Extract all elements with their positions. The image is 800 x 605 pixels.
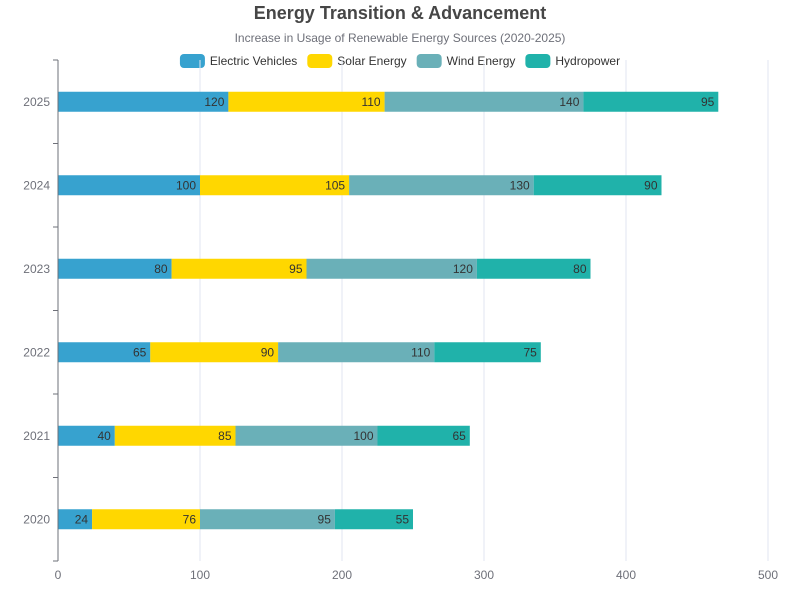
legend-item[interactable]: Hydropower	[525, 54, 620, 68]
y-tick-label: 2024	[23, 178, 50, 192]
bar-value-label: 105	[325, 178, 345, 192]
legend-item[interactable]: Wind Energy	[416, 54, 516, 68]
bar-segment	[58, 342, 151, 363]
legend-swatch	[307, 54, 333, 68]
bar-value-label: 80	[154, 262, 168, 276]
y-tick-label: 2021	[23, 429, 50, 443]
bar-value-label: 65	[133, 345, 147, 359]
bar-segment	[384, 91, 584, 112]
bar-value-label: 95	[289, 262, 303, 276]
x-tick-label: 200	[332, 568, 352, 582]
bar-value-label: 40	[97, 429, 111, 443]
chart-title: Energy Transition & Advancement	[254, 3, 546, 23]
bar-value-label: 140	[559, 95, 579, 109]
grid-lines	[199, 60, 769, 561]
legend-label: Solar Energy	[337, 54, 406, 68]
bar-segment	[114, 425, 236, 446]
bar-segment	[583, 91, 719, 112]
legend-swatch	[416, 54, 442, 68]
bar-segment	[306, 258, 477, 279]
x-tick-label: 100	[190, 568, 210, 582]
bar-value-label: 90	[261, 345, 275, 359]
legend-swatch	[525, 54, 551, 68]
bar-value-label: 100	[353, 429, 373, 443]
bar-value-label: 85	[218, 429, 232, 443]
bar-segment	[228, 91, 385, 112]
y-tick-label: 2023	[23, 262, 50, 276]
legend-label: Electric Vehicles	[210, 54, 297, 68]
bar-value-label: 76	[183, 512, 197, 526]
x-tick-label: 0	[55, 568, 62, 582]
legend: Electric Vehicles Solar Energy Wind Energy…	[179, 54, 620, 68]
bar-segment	[150, 342, 279, 363]
legend-item[interactable]: Electric Vehicles	[179, 54, 297, 68]
bar-segment	[200, 175, 350, 196]
bar-value-label: 24	[75, 512, 89, 526]
bar-segment	[349, 175, 534, 196]
bar-segment	[58, 509, 93, 530]
bar-segment	[278, 342, 435, 363]
bar-segment	[434, 342, 541, 363]
bar-value-label: 55	[396, 512, 410, 526]
legend-label: Hydropower	[555, 54, 620, 68]
y-tick-label: 2025	[23, 95, 50, 109]
bar-segment	[533, 175, 662, 196]
bar-value-label: 120	[453, 262, 473, 276]
x-tick-label: 400	[616, 568, 636, 582]
axes: 0 100 200 300 400 500 2020 2021 2022 2023 2024 2025	[23, 59, 778, 582]
bar-segment	[58, 91, 229, 112]
bar-segment	[58, 425, 115, 446]
bar-value-label: 65	[452, 429, 466, 443]
bar-value-label: 95	[701, 95, 715, 109]
bar-value-label: 100	[176, 178, 196, 192]
bar-segment	[235, 425, 378, 446]
x-tick-label: 300	[474, 568, 494, 582]
bar-value-label: 95	[318, 512, 332, 526]
bar-segment	[200, 509, 335, 530]
legend-item[interactable]: Solar Energy	[307, 54, 407, 68]
bar-segment	[377, 425, 470, 446]
x-tick-label: 500	[758, 568, 778, 582]
bar-segment	[58, 175, 200, 196]
bar-value-label: 110	[411, 345, 430, 359]
legend-swatch	[179, 54, 205, 68]
bar-value-label: 80	[573, 262, 587, 276]
bar-segment	[58, 258, 172, 279]
bar-segment	[334, 509, 413, 530]
y-tick-label: 2020	[23, 512, 50, 526]
bar-value-label: 90	[644, 178, 658, 192]
bar-segment	[92, 509, 200, 530]
bar-value-label: 120	[204, 95, 224, 109]
chart-subtitle: Increase in Usage of Renewable Energy So…	[235, 31, 566, 45]
bar-segment	[476, 258, 591, 279]
bar-value-label: 75	[523, 345, 537, 359]
bars: 24 76 95 55 40 85 100 65 65 90 110 75 80 95 120 80 100 10…	[58, 91, 719, 530]
legend-label: Wind Energy	[447, 54, 516, 68]
bar-segment	[171, 258, 307, 279]
bar-value-label: 130	[510, 178, 530, 192]
bar-value-label: 110	[361, 95, 380, 109]
y-tick-label: 2022	[23, 345, 50, 359]
